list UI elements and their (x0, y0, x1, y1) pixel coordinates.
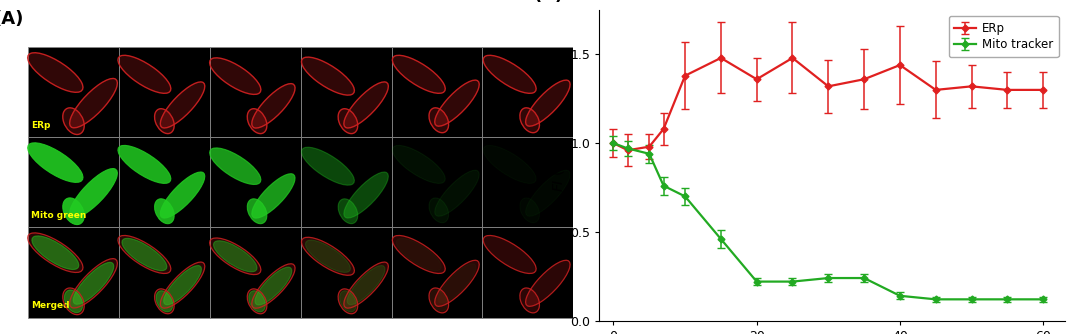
Ellipse shape (393, 55, 445, 93)
Ellipse shape (302, 237, 354, 275)
FancyBboxPatch shape (301, 137, 392, 227)
Ellipse shape (520, 108, 539, 133)
Ellipse shape (251, 264, 295, 308)
Ellipse shape (247, 199, 266, 224)
Ellipse shape (210, 58, 261, 95)
Ellipse shape (154, 199, 174, 224)
Text: Mito green: Mito green (31, 211, 87, 220)
Ellipse shape (164, 266, 201, 305)
Ellipse shape (338, 199, 357, 224)
Ellipse shape (255, 267, 292, 305)
Ellipse shape (118, 145, 171, 183)
Ellipse shape (154, 109, 174, 134)
FancyBboxPatch shape (119, 227, 210, 318)
Ellipse shape (434, 260, 479, 306)
Ellipse shape (70, 169, 118, 218)
Ellipse shape (251, 174, 295, 218)
FancyBboxPatch shape (210, 47, 301, 137)
Ellipse shape (70, 259, 118, 308)
Text: 15 min: 15 min (330, 33, 363, 43)
Ellipse shape (210, 238, 261, 275)
Ellipse shape (339, 291, 356, 312)
Ellipse shape (63, 288, 85, 315)
Legend: ERp, Mito tracker: ERp, Mito tracker (948, 16, 1058, 57)
Ellipse shape (338, 109, 357, 134)
FancyBboxPatch shape (392, 227, 483, 318)
Text: Merged: Merged (31, 301, 70, 310)
Ellipse shape (434, 80, 479, 126)
FancyBboxPatch shape (210, 137, 301, 227)
Ellipse shape (247, 289, 266, 314)
FancyBboxPatch shape (483, 137, 574, 227)
Ellipse shape (156, 291, 172, 312)
Ellipse shape (302, 147, 354, 185)
Ellipse shape (28, 233, 83, 273)
Text: 10 min: 10 min (239, 33, 272, 43)
Text: (A): (A) (0, 10, 25, 28)
FancyBboxPatch shape (392, 47, 483, 137)
Ellipse shape (429, 198, 448, 223)
Ellipse shape (525, 260, 570, 306)
Y-axis label: $\it{FI}$ (a.u.): $\it{FI}$ (a.u.) (550, 138, 566, 192)
Ellipse shape (484, 235, 536, 274)
Text: 25 min: 25 min (510, 33, 545, 43)
Text: 0 min: 0 min (60, 33, 88, 43)
Ellipse shape (28, 143, 83, 182)
FancyBboxPatch shape (301, 47, 392, 137)
Ellipse shape (160, 262, 204, 308)
Ellipse shape (484, 55, 536, 93)
Ellipse shape (343, 172, 388, 218)
Ellipse shape (73, 262, 113, 304)
Ellipse shape (393, 235, 445, 274)
Ellipse shape (393, 145, 445, 183)
FancyBboxPatch shape (301, 227, 392, 318)
FancyBboxPatch shape (483, 227, 574, 318)
Ellipse shape (525, 80, 570, 126)
Ellipse shape (118, 55, 171, 93)
Ellipse shape (122, 238, 167, 271)
Ellipse shape (210, 148, 261, 184)
Ellipse shape (429, 288, 448, 313)
FancyBboxPatch shape (28, 227, 119, 318)
Ellipse shape (64, 290, 82, 313)
Ellipse shape (247, 109, 266, 134)
Ellipse shape (338, 289, 357, 314)
Ellipse shape (160, 82, 204, 128)
Text: (B): (B) (534, 0, 564, 4)
FancyBboxPatch shape (119, 47, 210, 137)
Ellipse shape (70, 78, 118, 128)
Ellipse shape (160, 172, 204, 218)
FancyBboxPatch shape (392, 137, 483, 227)
Ellipse shape (32, 236, 79, 270)
Ellipse shape (347, 266, 385, 305)
Ellipse shape (251, 84, 295, 128)
FancyBboxPatch shape (483, 47, 574, 137)
FancyBboxPatch shape (28, 137, 119, 227)
Ellipse shape (434, 170, 479, 216)
Ellipse shape (302, 57, 354, 95)
Ellipse shape (63, 198, 85, 224)
Ellipse shape (520, 288, 539, 313)
FancyBboxPatch shape (119, 137, 210, 227)
Text: ERp: ERp (31, 121, 50, 130)
FancyBboxPatch shape (28, 47, 119, 137)
Ellipse shape (118, 235, 171, 274)
Ellipse shape (63, 108, 85, 135)
Text: 20 min: 20 min (421, 33, 454, 43)
Ellipse shape (248, 291, 265, 312)
FancyBboxPatch shape (210, 227, 301, 318)
Ellipse shape (305, 240, 350, 273)
Ellipse shape (214, 241, 257, 272)
Ellipse shape (343, 82, 388, 128)
Ellipse shape (28, 53, 83, 92)
Ellipse shape (343, 262, 388, 308)
Ellipse shape (429, 108, 448, 133)
Ellipse shape (154, 289, 174, 314)
Text: 5 min: 5 min (151, 33, 179, 43)
